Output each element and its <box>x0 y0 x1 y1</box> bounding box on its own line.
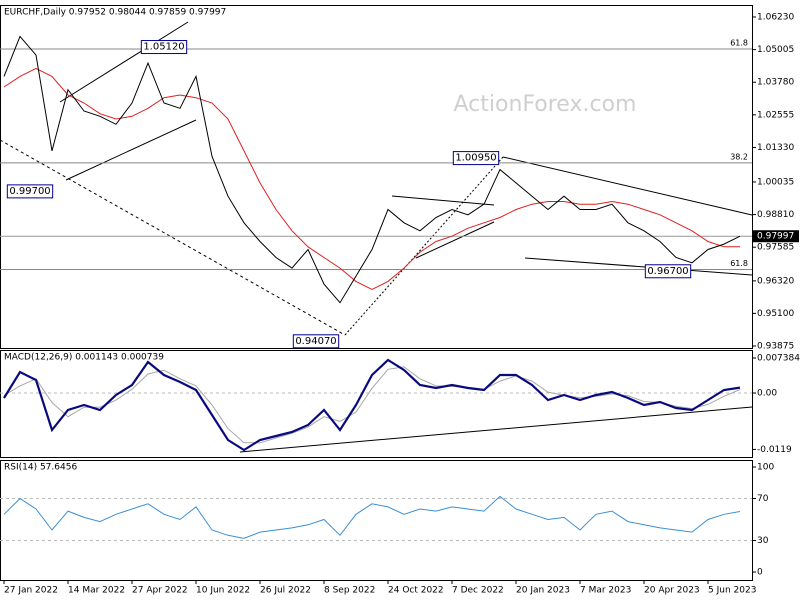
trendline <box>524 257 753 276</box>
x-tick-label: 8 Sep 2022 <box>324 586 375 596</box>
panel-frame <box>0 5 753 349</box>
y-tick-label: 0.00 <box>757 388 777 398</box>
x-tick-label: 24 Oct 2022 <box>388 586 444 596</box>
series-line <box>3 67 740 290</box>
annotation-label: 0.99700 <box>9 186 50 197</box>
series-line <box>3 358 741 452</box>
x-tick-label: 10 Jun 2022 <box>196 586 250 596</box>
y-tick-label: 100 <box>757 463 774 473</box>
y-tick-label: 0.98810 <box>757 210 794 220</box>
y-tick-label: 1.01330 <box>757 143 794 153</box>
trendline <box>65 119 197 181</box>
panel-title: EURCHF,Daily 0.97952 0.98044 0.97859 0.9… <box>4 8 226 18</box>
annotation-box <box>452 151 500 166</box>
level-label: 61.8 <box>730 38 748 47</box>
x-tick-label: 27 Apr 2022 <box>132 586 188 596</box>
x-tick-label: 27 Jan 2022 <box>4 586 58 596</box>
y-tick-label: 0.93875 <box>757 342 794 352</box>
annotation-label: 1.00950 <box>455 153 496 164</box>
panel-frame <box>0 460 753 581</box>
x-tick-label: 26 Jul 2022 <box>260 586 311 596</box>
y-tick-label: 1.06230 <box>757 12 794 22</box>
trendline <box>415 221 495 259</box>
x-tick-label: 14 Mar 2022 <box>68 586 125 596</box>
annotation-box <box>644 264 692 279</box>
y-tick-label: 0.97585 <box>757 243 794 253</box>
annotation: 1.00950 <box>452 151 500 166</box>
annotation: 0.99700 <box>6 184 54 199</box>
series-line <box>3 35 741 304</box>
panel-title: RSI(14) 57.6456 <box>4 463 77 473</box>
y-tick-label: 70 <box>757 494 769 504</box>
x-tick-label: 20 Jan 2023 <box>516 586 570 596</box>
annotation-box <box>140 40 188 55</box>
x-tick-label: 7 Mar 2023 <box>580 586 631 596</box>
annotation-label: 1.05120 <box>143 42 184 53</box>
y-tick-label: 1.02555 <box>757 110 794 120</box>
y-tick-label: 30 <box>757 536 769 546</box>
y-tick-label: 0 <box>757 568 763 578</box>
trendlines <box>0 21 753 453</box>
annotation-box <box>6 184 54 199</box>
annotation-label: 0.94070 <box>295 336 336 347</box>
annotation: 0.96700 <box>644 264 692 279</box>
annotation: 1.05120 <box>140 40 188 55</box>
trendline <box>239 406 753 453</box>
annotation-label: 0.96700 <box>647 266 688 277</box>
x-tick-label: 5 Jun 2023 <box>708 586 756 596</box>
trendline <box>59 21 189 103</box>
y-tick-label: 0.007384 <box>757 353 800 363</box>
level-label: 61.8 <box>730 259 748 268</box>
last-price-tag <box>753 230 799 243</box>
y-tick-label: 0.96320 <box>757 276 794 286</box>
annotation-box <box>292 334 340 349</box>
series-line <box>3 495 741 539</box>
y-tick-label: 1.00035 <box>757 177 794 187</box>
y-tick-label: 1.05005 <box>757 45 794 55</box>
watermark: ActionForex.com <box>454 92 637 117</box>
annotation: 0.94070 <box>292 334 340 349</box>
level-label: 38.2 <box>730 152 748 161</box>
trendline <box>502 156 753 216</box>
last-price-label: 0.97997 <box>757 232 794 242</box>
x-tick-label: 20 Apr 2023 <box>644 586 700 596</box>
trendline <box>391 195 495 206</box>
y-tick-label: -0.0119 <box>757 445 792 455</box>
y-tick-label: 1.03780 <box>757 78 794 88</box>
y-tick-label: 0.95100 <box>757 309 794 319</box>
panel-title: MACD(12,26,9) 0.001143 0.000739 <box>4 353 164 363</box>
x-tick-label: 7 Dec 2022 <box>452 586 504 596</box>
trendline <box>0 139 346 336</box>
